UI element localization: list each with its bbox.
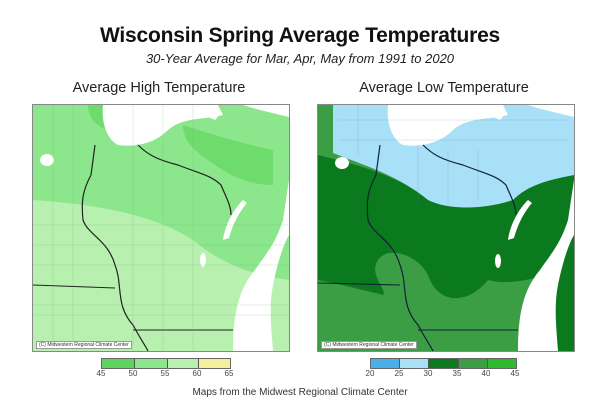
tick-label: 20 (365, 369, 375, 378)
tick-label: 60 (192, 369, 202, 378)
tick-label: 55 (160, 369, 170, 378)
low-temp-legend (370, 358, 517, 369)
tick-label: 40 (481, 369, 491, 378)
tick-label: 45 (510, 369, 520, 378)
tick-label: 65 (224, 369, 234, 378)
high-temp-map-title: Average High Temperature (72, 80, 246, 96)
page-subtitle: 30-Year Average for Mar, Apr, May from 1… (145, 51, 455, 66)
legend-swatch-30-35 (429, 359, 459, 368)
legend-swatch-20-25 (371, 359, 401, 368)
low-temp-map-title: Average Low Temperature (359, 80, 529, 96)
legend-swatch-60-65 (199, 359, 230, 368)
tick-label: 25 (394, 369, 404, 378)
tick-label: 35 (452, 369, 462, 378)
tick-label: 50 (128, 369, 138, 378)
high-temp-legend (101, 358, 231, 369)
source-footer: Maps from the Midwest Regional Climate C… (192, 387, 408, 398)
map-credit: (C) Midwestern Regional Climate Center (36, 341, 132, 349)
map-credit: (C) Midwestern Regional Climate Center (321, 341, 417, 349)
legend-swatch-50-55 (134, 359, 168, 368)
legend-swatch-45-50 (102, 359, 135, 368)
legend-swatch-55-60 (167, 359, 200, 368)
tick-label: 45 (96, 369, 106, 378)
legend-swatch-25-30 (400, 359, 430, 368)
legend-swatch-40-45 (487, 359, 517, 368)
page-title: Wisconsin Spring Average Temperatures (99, 24, 501, 47)
legend-swatch-35-40 (458, 359, 488, 368)
low-temp-map: (C) Midwestern Regional Climate Center (317, 104, 575, 352)
tick-label: 30 (423, 369, 433, 378)
high-temp-map: (C) Midwestern Regional Climate Center (32, 104, 290, 352)
